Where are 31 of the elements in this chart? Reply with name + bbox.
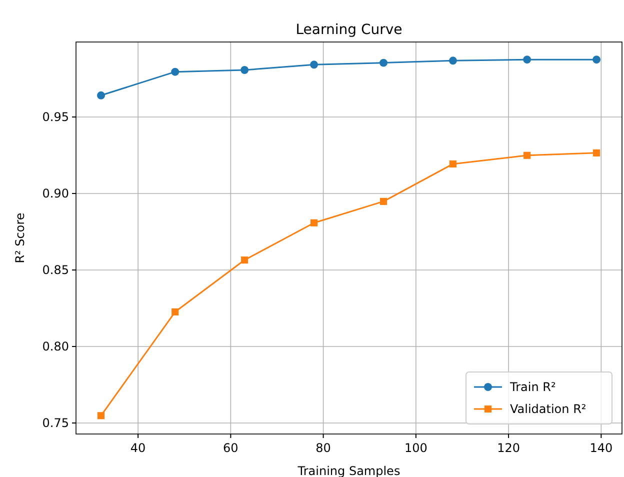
point (240, 66, 249, 74)
y-tick-label: 0.75 (42, 416, 69, 430)
legend-label: Train R² (509, 380, 556, 394)
x-tick-label: 40 (130, 441, 146, 455)
point (380, 58, 388, 67)
y-tick-label: 0.85 (42, 263, 69, 278)
chart-title: Learning Curve (296, 22, 402, 38)
point (171, 68, 180, 76)
point (172, 308, 179, 316)
x-tick-label: 140 (590, 441, 613, 455)
point (449, 160, 456, 168)
point (523, 56, 532, 64)
x-tick-label: 80 (316, 441, 331, 455)
y-tick-label: 0.90 (42, 186, 69, 201)
point (310, 60, 318, 69)
point (310, 219, 318, 226)
legend-label: Validation R² (510, 402, 586, 416)
x-tick-label: 100 (404, 441, 428, 455)
x-tick-label: 60 (223, 441, 238, 455)
point (448, 56, 457, 65)
point (592, 56, 601, 64)
y-tick-label: 0.80 (42, 340, 69, 354)
point (592, 149, 600, 156)
point (97, 91, 105, 100)
y-tick-label: 0.95 (42, 110, 69, 124)
x-tick-label: 120 (497, 441, 520, 455)
y-axis-title: R² Score (13, 212, 27, 264)
point (97, 412, 105, 420)
point (380, 198, 388, 205)
point (241, 256, 248, 264)
point (524, 152, 531, 159)
